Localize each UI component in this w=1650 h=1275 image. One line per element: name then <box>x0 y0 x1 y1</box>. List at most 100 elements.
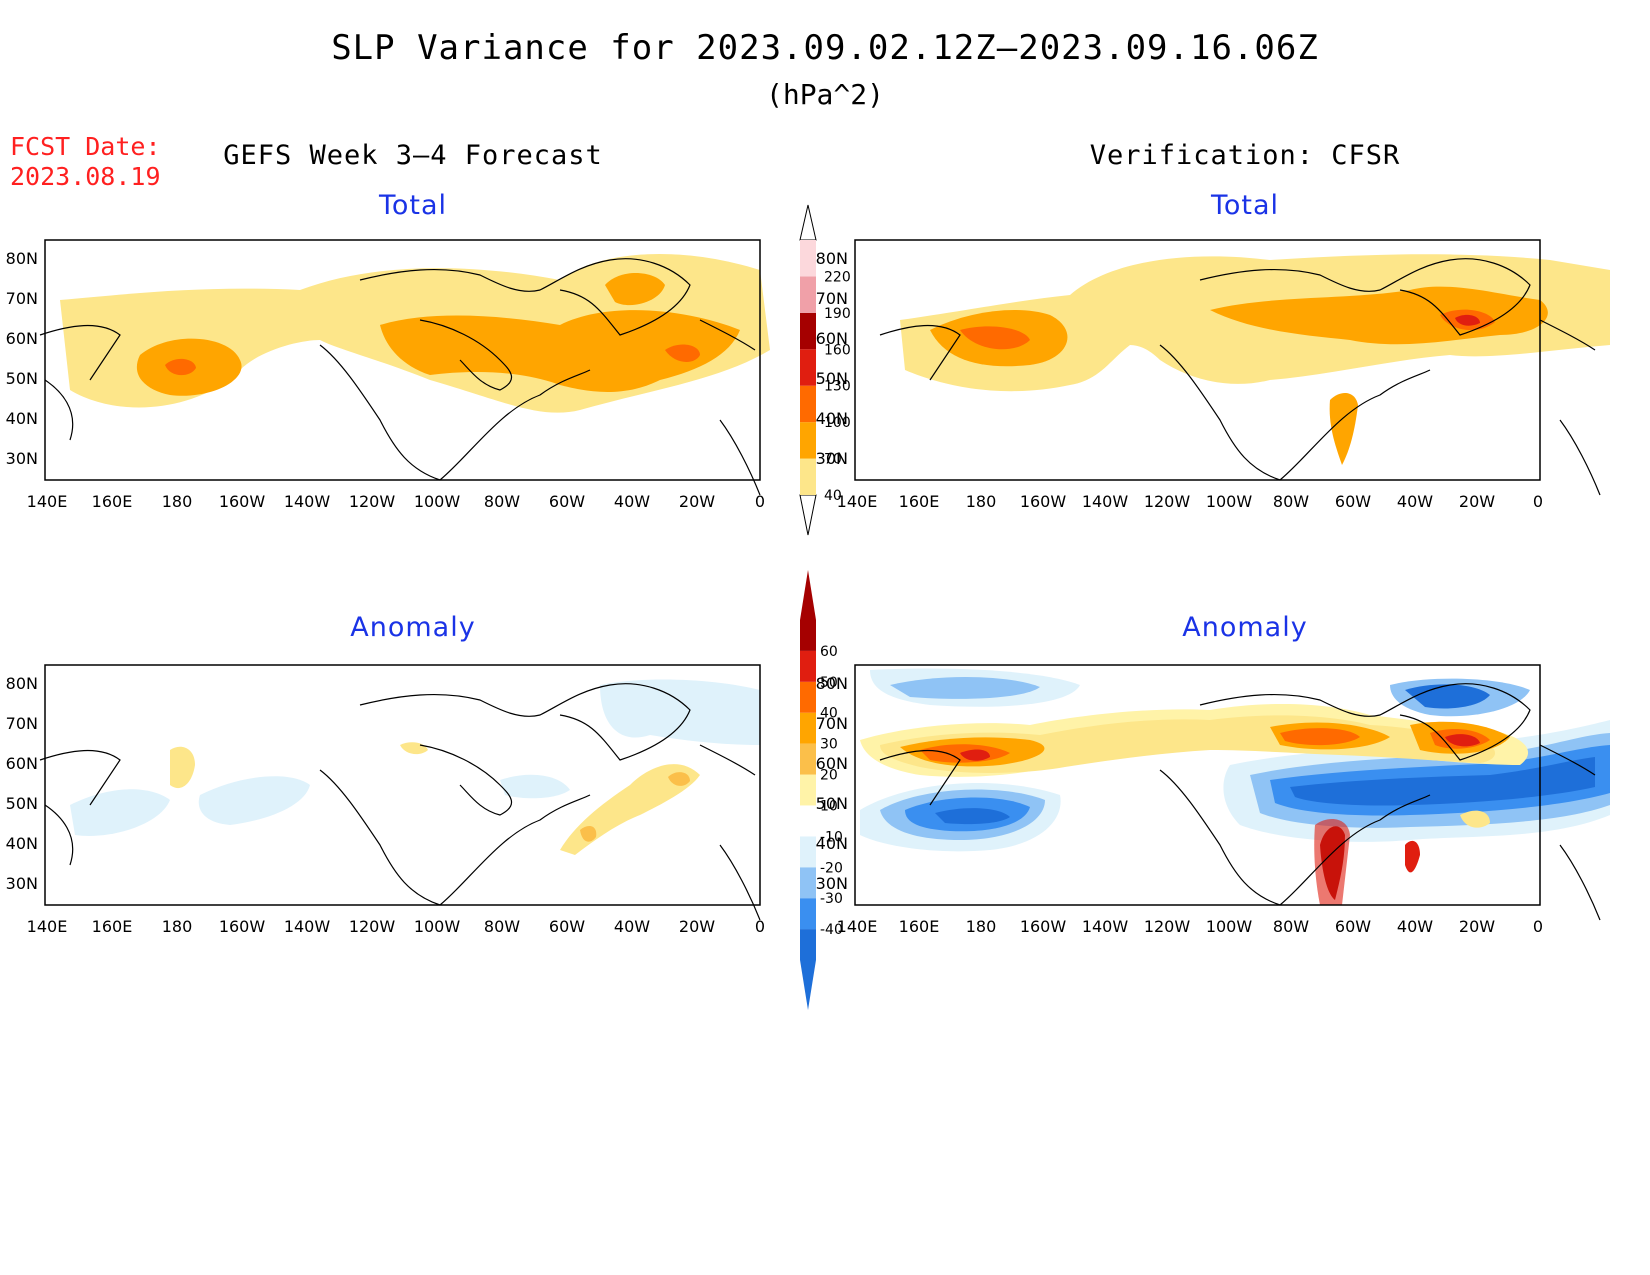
lat-tick-label: 70N <box>816 289 848 308</box>
lon-tick-label: 100W <box>1206 917 1253 936</box>
shading-verification-anomaly <box>860 668 1610 905</box>
colorbar-anomaly-label: -20 <box>820 860 843 876</box>
colorbar-anomaly-top-arrow <box>800 570 816 620</box>
lon-tick-label: 80W <box>1273 492 1309 511</box>
colorbar-anomaly-bin <box>800 743 816 775</box>
colorbar-total-label: 190 <box>824 306 851 322</box>
lon-tick-label: 140E <box>27 492 68 511</box>
lat-axis: 80N 70N 60N 50N 40N 30N <box>816 249 848 468</box>
lat-tick-label: 60N <box>816 754 848 773</box>
lon-tick-label: 140E <box>837 492 878 511</box>
lon-tick-label: 40W <box>614 492 650 511</box>
lon-tick-label: 20W <box>679 492 715 511</box>
colorbar-anomaly-bin <box>800 867 816 899</box>
lat-tick-label: 40N <box>816 834 848 853</box>
lon-tick-label: 60W <box>549 917 585 936</box>
lon-tick-label: 100W <box>414 917 461 936</box>
colorbar-anomaly-bin <box>800 929 816 960</box>
colorbar-total-label: 70 <box>824 452 842 468</box>
page-title: SLP Variance for 2023.09.02.12Z–2023.09.… <box>331 28 1319 68</box>
colorbar-anomaly-bottom-arrow <box>800 960 816 1010</box>
shading-forecast-anomaly <box>70 679 760 855</box>
lon-tick-label: 140W <box>1082 917 1129 936</box>
colorbar-total-label: 160 <box>824 342 851 358</box>
colorbar-anomaly-bin <box>800 712 816 744</box>
lon-tick-label: 140W <box>284 492 331 511</box>
lat-tick-label: 80N <box>816 674 848 693</box>
colorbar-total-label: 220 <box>824 269 851 285</box>
lon-tick-label: 0 <box>755 492 765 511</box>
lat-axis: 80N 70N 60N 50N 40N 30N <box>6 674 38 893</box>
colorbar-total-label: 130 <box>824 379 851 395</box>
lat-tick-label: 30N <box>6 874 38 893</box>
fcst-date-value: 2023.08.19 <box>10 162 161 191</box>
lat-tick-label: 70N <box>6 289 38 308</box>
colorbar-total-bin <box>800 312 816 350</box>
lon-tick-label: 20W <box>1459 492 1495 511</box>
map-forecast-anomaly: 80N 70N 60N 50N 40N 30N 140E 160E 180 16… <box>6 664 765 936</box>
lat-tick-label: 30N <box>816 449 848 468</box>
colorbar-total-bottom-arrow <box>799 494 817 536</box>
lon-tick-label: 100W <box>1206 492 1253 511</box>
lon-tick-label: 180 <box>966 492 997 511</box>
colorbar-anomaly-bin <box>800 805 816 837</box>
lon-tick-label: 100W <box>414 492 461 511</box>
lat-tick-label: 80N <box>816 249 848 268</box>
map-frame <box>854 239 1541 481</box>
lon-tick-label: 160W <box>219 917 266 936</box>
colorbar-anomaly-label: 40 <box>820 706 838 722</box>
lon-tick-label: 80W <box>1273 917 1309 936</box>
panel-label-verification-anomaly: Anomaly <box>1182 612 1308 643</box>
lon-axis: 140E 160E 180 160W 140W 120W 100W 80W 60… <box>837 917 1543 936</box>
lat-axis: 80N 70N 60N 50N 40N 30N <box>816 674 848 893</box>
lon-tick-label: 80W <box>484 917 520 936</box>
lat-tick-label: 50N <box>816 794 848 813</box>
shading-verification-total <box>900 254 1610 465</box>
lon-tick-label: 40W <box>1397 492 1433 511</box>
colorbar-anomaly-label: 30 <box>820 737 838 753</box>
map-frame <box>44 664 761 906</box>
colorbar-anomaly-label: -10 <box>820 829 843 845</box>
lat-tick-label: 30N <box>816 874 848 893</box>
colorbar-total: 40 70 100 130 160 190 220 <box>799 204 851 536</box>
colorbar-total-top-arrow <box>799 204 817 241</box>
shading-forecast-total <box>60 253 770 413</box>
colorbar-total-label: 100 <box>824 415 851 431</box>
lon-tick-label: 120W <box>349 492 396 511</box>
colorbar-total-bin <box>800 240 816 277</box>
lon-tick-label: 140W <box>1082 492 1129 511</box>
lon-tick-label: 120W <box>349 917 396 936</box>
colorbar-anomaly-bin <box>800 620 816 651</box>
colorbar-anomaly-bin <box>800 681 816 713</box>
panel-label-forecast-anomaly: Anomaly <box>350 612 476 643</box>
lat-tick-label: 60N <box>6 754 38 773</box>
map-verification-total: 80N 70N 60N 50N 40N 30N 140E 160E 180 16… <box>816 239 1610 511</box>
lon-tick-label: 140E <box>837 917 878 936</box>
forecast-column-heading: GEFS Week 3–4 Forecast <box>223 140 603 171</box>
map-forecast-total: 80N 70N 60N 50N 40N 30N 140E 160E 180 16… <box>6 239 770 511</box>
lat-tick-label: 60N <box>6 329 38 348</box>
lon-tick-label: 160W <box>1020 917 1067 936</box>
lon-tick-label: 120W <box>1144 917 1191 936</box>
lon-tick-label: 20W <box>679 917 715 936</box>
colorbar-total-bin <box>800 385 816 423</box>
lat-tick-label: 50N <box>6 369 38 388</box>
lon-tick-label: 160W <box>1020 492 1067 511</box>
lat-tick-label: 60N <box>816 329 848 348</box>
panel-label-verification-total: Total <box>1210 190 1280 221</box>
colorbar-anomaly-bin <box>800 650 816 682</box>
lat-axis: 80N 70N 60N 50N 40N 30N <box>6 249 38 468</box>
lon-tick-label: 120W <box>1144 492 1191 511</box>
lat-tick-label: 40N <box>816 409 848 428</box>
colorbar-total-bin <box>800 276 816 313</box>
map-frame <box>854 664 1541 906</box>
lon-tick-label: 60W <box>1335 917 1371 936</box>
map-frame <box>44 239 761 481</box>
lon-tick-label: 180 <box>966 917 997 936</box>
units-label: (hPa^2) <box>765 78 884 111</box>
colorbar-anomaly-label: 50 <box>820 675 838 691</box>
lat-tick-label: 50N <box>816 369 848 388</box>
verification-column-heading: Verification: CFSR <box>1089 140 1401 171</box>
colorbar-anomaly-bin <box>800 836 816 868</box>
lon-tick-label: 20W <box>1459 917 1495 936</box>
